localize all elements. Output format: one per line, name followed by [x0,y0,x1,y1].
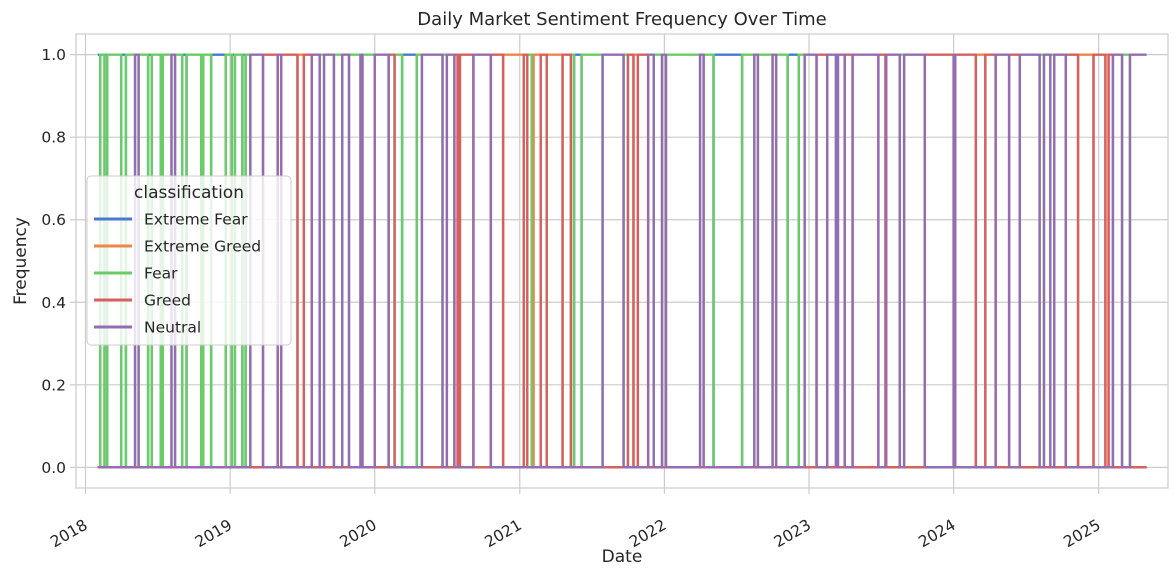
legend: classification Extreme Fear Extreme Greed… [86,175,292,346]
y-axis: 0.0 0.2 0.4 0.6 0.8 1.0 [41,46,76,477]
series-layer [97,53,1147,469]
y-tick-label: 0.2 [41,376,66,394]
y-axis-label: Frequency [11,217,31,305]
y-tick-label: 0.6 [41,211,66,229]
x-tick-label: 2023 [771,516,814,551]
x-tick-label: 2021 [482,516,525,551]
x-axis-label: Date [602,547,643,567]
legend-label: Greed [144,292,191,310]
y-tick-label: 0.4 [41,294,66,312]
y-tick-label: 0.0 [41,459,66,477]
legend-label: Fear [144,265,178,283]
x-tick-label: 2018 [47,516,90,551]
y-tick-label: 0.8 [41,129,66,147]
x-axis: 2018 2019 2020 2021 2022 2023 2024 2025 [47,488,1104,551]
legend-label: Extreme Greed [144,238,261,256]
chart-title: Daily Market Sentiment Frequency Over Ti… [417,9,826,30]
series-line-neutral [97,53,1147,469]
legend-title: classification [134,183,244,203]
legend-label: Neutral [144,319,201,337]
legend-box [86,175,292,346]
x-tick-label: 2022 [626,516,669,551]
x-tick-label: 2024 [915,516,958,551]
legend-items: Extreme Fear Extreme Greed Fear Greed Neutra… [94,211,261,337]
y-tick-label: 1.0 [41,46,66,64]
x-tick-label: 2019 [192,516,235,551]
legend-label: Extreme Fear [144,211,248,229]
x-tick-label: 2025 [1060,516,1103,551]
x-tick-label: 2020 [337,516,380,551]
